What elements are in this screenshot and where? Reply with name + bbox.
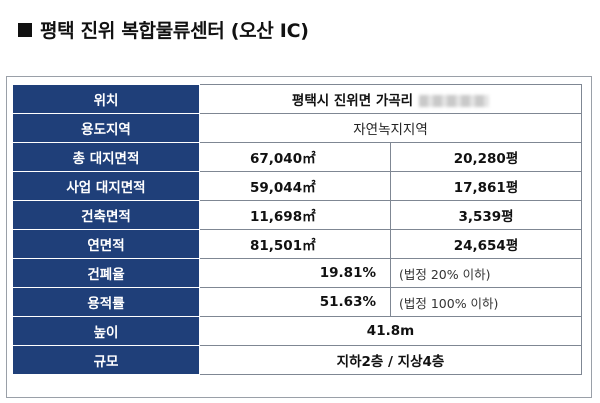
location-text: 평택시 진위면 가곡리 xyxy=(291,93,414,109)
spec-table: 위치 평택시 진위면 가곡리 용도지역 자연녹지지역 총 대지면적 67,040… xyxy=(12,84,582,375)
row-label-building-area: 건축면적 xyxy=(12,200,200,230)
floor-area-pyeong: 24,654평 xyxy=(390,229,582,259)
floor-area-sqm: 81,501㎡ xyxy=(199,229,391,259)
page-title-text: 평택 진위 복합물류센터 (오산 IC) xyxy=(40,20,309,42)
building-area-pyeong: 3,539평 xyxy=(390,200,582,230)
table-frame xyxy=(6,76,592,398)
row-label-floor-area: 연면적 xyxy=(12,229,200,259)
coverage-value: 19.81% xyxy=(199,258,391,288)
table-row: 건폐율 19.81% (법정 20% 이하) xyxy=(12,258,582,288)
building-area-sqm: 11,698㎡ xyxy=(199,200,391,230)
far-value: 51.63% xyxy=(199,287,391,317)
table-row: 총 대지면적 67,040㎡ 20,280평 xyxy=(12,142,582,172)
zoning-value: 자연녹지지역 xyxy=(199,113,582,143)
square-bullet-icon xyxy=(18,22,32,37)
scale-value: 지하2층 / 지상4층 xyxy=(199,345,582,375)
row-label-far: 용적률 xyxy=(12,287,200,317)
row-label-scale: 규모 xyxy=(12,345,200,375)
height-value: 41.8m xyxy=(199,316,582,346)
biz-site-pyeong: 17,861평 xyxy=(390,171,582,201)
far-note: (법정 100% 이하) xyxy=(390,287,582,317)
page-title: 평택 진위 복합물류센터 (오산 IC) xyxy=(18,16,309,43)
row-label-biz-site: 사업 대지면적 xyxy=(12,171,200,201)
row-label-total-site: 총 대지면적 xyxy=(12,142,200,172)
redacted-blur xyxy=(419,95,490,107)
table-row: 연면적 81,501㎡ 24,654평 xyxy=(12,229,582,259)
row-label-zoning: 용도지역 xyxy=(12,113,200,143)
table-row: 용적률 51.63% (법정 100% 이하) xyxy=(12,287,582,317)
total-site-sqm: 67,040㎡ xyxy=(199,142,391,172)
location-value: 평택시 진위면 가곡리 xyxy=(199,84,582,114)
table-row: 규모 지하2층 / 지상4층 xyxy=(12,345,582,375)
row-label-location: 위치 xyxy=(12,84,200,114)
table-row: 사업 대지면적 59,044㎡ 17,861평 xyxy=(12,171,582,201)
table-row: 건축면적 11,698㎡ 3,539평 xyxy=(12,200,582,230)
row-label-height: 높이 xyxy=(12,316,200,346)
coverage-note: (법정 20% 이하) xyxy=(390,258,582,288)
biz-site-sqm: 59,044㎡ xyxy=(199,171,391,201)
row-label-coverage: 건폐율 xyxy=(12,258,200,288)
table-row: 위치 평택시 진위면 가곡리 xyxy=(12,84,582,114)
table-row: 용도지역 자연녹지지역 xyxy=(12,113,582,143)
total-site-pyeong: 20,280평 xyxy=(390,142,582,172)
table-row: 높이 41.8m xyxy=(12,316,582,346)
